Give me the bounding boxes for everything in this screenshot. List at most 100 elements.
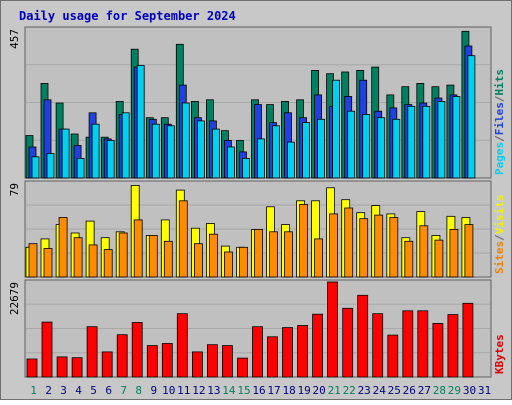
sites-visits-max-label: 79 xyxy=(8,183,21,196)
kbytes-bar-kbytes xyxy=(71,357,83,378)
day-label: 8 xyxy=(135,384,142,397)
kbytes-bar-kbytes xyxy=(206,344,218,378)
sites-visits-bar-sites xyxy=(314,238,324,278)
sites-visits-bar-sites xyxy=(359,218,369,278)
kbytes-bar-kbytes xyxy=(86,326,98,378)
kbytes-bar-kbytes xyxy=(432,322,444,378)
legend-entry: Files xyxy=(493,102,506,135)
day-label: 30 xyxy=(463,384,476,397)
day-label: 14 xyxy=(222,384,236,397)
kbytes-bar-kbytes xyxy=(131,322,143,378)
sites-visits-bar-sites xyxy=(239,246,248,278)
sites-visits-bar-sites xyxy=(254,228,263,278)
pages-files-hits-bar-pages xyxy=(121,112,130,179)
pages-files-hits-bar-pages xyxy=(302,122,311,179)
sites-visits-bar-sites xyxy=(269,231,278,278)
pages-files-hits-bar-pages xyxy=(226,146,235,179)
day-label: 19 xyxy=(297,384,310,397)
sites-visits-bar-sites xyxy=(118,232,128,278)
sites-visits-bar-sites xyxy=(133,219,143,278)
legend-entry: Visits xyxy=(493,195,506,235)
kbytes-bar-kbytes xyxy=(417,310,429,378)
sites-visits-bar-sites xyxy=(193,243,203,278)
sites-visits-bar-sites xyxy=(148,234,158,278)
pages-files-hits-legend: Pages/Files/Hits xyxy=(493,69,506,175)
sites-visits-bar-sites xyxy=(464,224,474,278)
kbytes-bar-kbytes xyxy=(146,345,158,378)
sites-visits-bar-sites xyxy=(28,243,38,278)
kbytes-bar-kbytes xyxy=(312,313,324,378)
legend-entry: Hits xyxy=(493,69,506,96)
pages-files-hits-bar-pages xyxy=(377,117,386,179)
pages-files-hits-bar-pages xyxy=(61,128,70,179)
kbytes-bar-kbytes xyxy=(237,357,248,378)
sites-visits-legend: Sites/Visits xyxy=(493,195,506,275)
day-label: 21 xyxy=(328,384,341,397)
pages-files-hits-bar-pages xyxy=(452,96,461,179)
day-label: 28 xyxy=(433,384,446,397)
sites-visits-bar-sites xyxy=(43,247,53,278)
kbytes-bar-kbytes xyxy=(282,327,293,378)
sites-visits-bar-sites xyxy=(419,225,429,278)
day-label: 1 xyxy=(30,384,37,397)
day-label: 7 xyxy=(120,384,127,397)
day-label: 9 xyxy=(150,384,157,397)
pages-files-hits-bar-pages xyxy=(392,118,401,179)
pages-files-hits-bar-pages xyxy=(272,125,280,179)
day-label: 2 xyxy=(45,384,52,397)
day-label: 3 xyxy=(60,384,67,397)
day-label: 29 xyxy=(448,384,461,397)
pages-files-hits-bar-pages xyxy=(46,153,55,179)
kbytes-bar-kbytes xyxy=(447,314,459,378)
sites-visits-bar-sites xyxy=(374,214,384,278)
pages-files-hits-bar-pages xyxy=(287,141,295,179)
sites-visits-bar-sites xyxy=(208,233,218,278)
kbytes-bar-kbytes xyxy=(116,334,128,378)
sites-visits-bar-sites xyxy=(103,249,113,278)
kbytes-bar-kbytes xyxy=(387,334,399,378)
kbytes-bar-kbytes xyxy=(462,302,474,378)
kbytes-bar-kbytes xyxy=(221,345,233,378)
day-label: 23 xyxy=(358,384,371,397)
day-label: 25 xyxy=(388,384,401,397)
day-label: 16 xyxy=(252,384,265,397)
sites-visits-bar-sites xyxy=(284,231,293,278)
pages-files-hits-bar-pages xyxy=(31,156,40,179)
day-label: 17 xyxy=(267,384,280,397)
sites-visits-bar-sites xyxy=(163,240,173,278)
pages-files-hits-bar-pages xyxy=(91,123,100,179)
legend-entry: Pages xyxy=(493,142,506,175)
kbytes-bar-kbytes xyxy=(342,307,354,378)
sites-visits-bar-sites xyxy=(389,217,399,278)
day-label: 26 xyxy=(403,384,416,397)
legend-entry: KBytes xyxy=(493,334,506,374)
sites-visits-bar-sites xyxy=(404,240,414,278)
sites-visits-bar-sites xyxy=(58,217,68,278)
day-label: 27 xyxy=(418,384,431,397)
kbytes-bar-kbytes xyxy=(297,325,309,378)
sites-visits-bar-sites xyxy=(299,203,309,278)
sites-visits-bar-sites xyxy=(88,244,98,278)
pages-files-hits-bar-pages xyxy=(362,114,371,179)
pages-files-hits-bar-pages xyxy=(317,118,326,179)
day-label: 10 xyxy=(162,384,175,397)
pages-files-hits-bar-pages xyxy=(211,128,220,179)
sites-visits-bar-sites xyxy=(178,200,188,278)
sites-visits-bar-sites xyxy=(223,251,233,278)
sites-visits-bar-sites xyxy=(73,237,83,278)
legend-entry: / xyxy=(493,95,506,102)
kbytes-bar-kbytes xyxy=(402,310,414,378)
kbytes-bar-kbytes xyxy=(191,351,203,378)
sites-visits-bar-sites xyxy=(329,213,339,278)
pages-files-hits-bar-pages xyxy=(422,105,431,179)
pages-files-hits-bar-pages xyxy=(257,138,265,179)
pages-files-hits-bar-pages xyxy=(136,65,145,179)
pages-files-hits-bar-pages xyxy=(407,105,416,179)
day-label: 5 xyxy=(90,384,97,397)
pages-files-hits-bar-pages xyxy=(242,157,250,179)
day-label: 31 xyxy=(478,384,491,397)
day-label: 6 xyxy=(105,384,112,397)
day-label: 15 xyxy=(237,384,250,397)
